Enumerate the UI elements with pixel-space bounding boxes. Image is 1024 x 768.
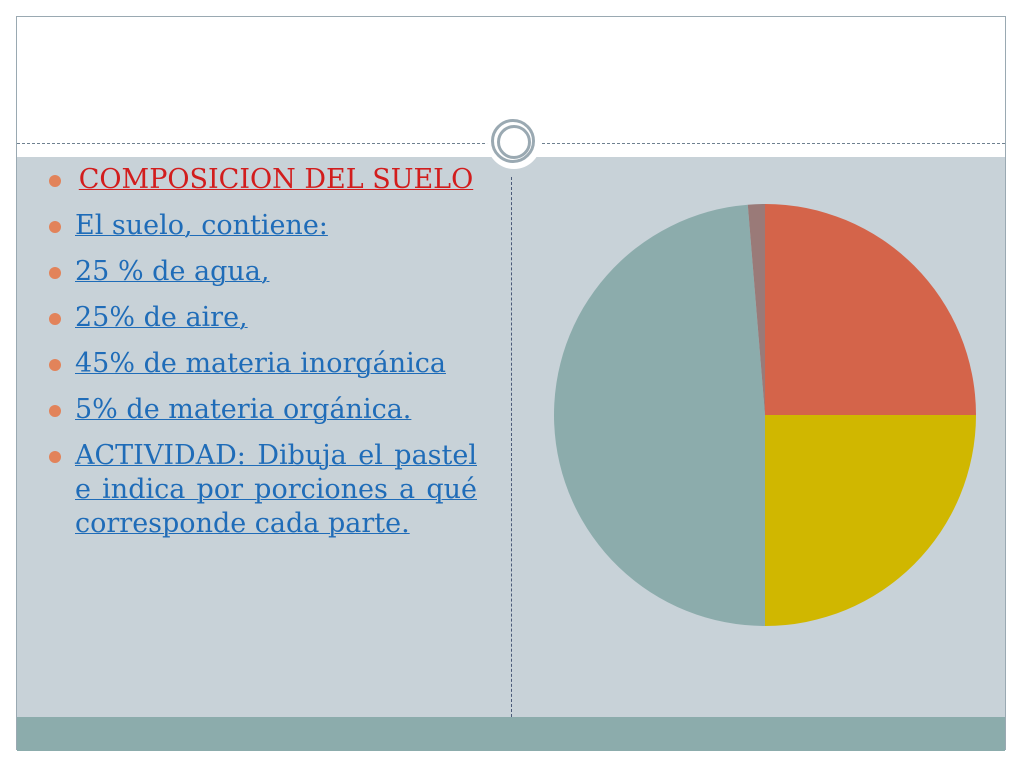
bullet-link[interactable]: 25 % de agua, xyxy=(75,256,270,287)
list-item: 45% de materia inorgánica xyxy=(47,347,477,381)
pie-slice-3 xyxy=(553,204,765,626)
list-item: ACTIVIDAD: Dibuja el pastel e indica por… xyxy=(47,439,477,541)
decorative-ring-icon xyxy=(487,115,541,169)
pie-slice-2 xyxy=(765,415,976,626)
bullet-icon xyxy=(49,313,61,325)
bullet-icon xyxy=(49,267,61,279)
slide-title-link[interactable]: COMPOSICION DEL SUELO xyxy=(78,164,474,195)
bullet-link[interactable]: ACTIVIDAD: Dibuja el pastel e indica por… xyxy=(75,440,477,539)
bullet-icon xyxy=(49,405,61,417)
bullet-icon xyxy=(49,221,61,233)
column-divider xyxy=(511,177,512,717)
chart-area xyxy=(537,187,1007,667)
list-item: COMPOSICION DEL SUELO xyxy=(47,163,477,197)
bullet-icon xyxy=(49,451,61,463)
list-item: 25 % de agua, xyxy=(47,255,477,289)
slide: COMPOSICION DEL SUELO El suelo, contiene… xyxy=(16,16,1007,751)
bullet-link[interactable]: 25% de aire, xyxy=(75,302,248,333)
list-item: El suelo, contiene: xyxy=(47,209,477,243)
pie-slice-1 xyxy=(765,204,976,415)
pie-slice-4 xyxy=(747,204,765,415)
bullet-link[interactable]: El suelo, contiene: xyxy=(75,210,328,241)
list-item: 25% de aire, xyxy=(47,301,477,335)
pie-chart xyxy=(553,204,976,626)
bullet-link[interactable]: 5% de materia orgánica. xyxy=(75,394,412,425)
footer-band xyxy=(17,717,1005,751)
bullet-icon xyxy=(49,175,61,187)
list-item: 5% de materia orgánica. xyxy=(47,393,477,427)
bullet-link[interactable]: 45% de materia inorgánica xyxy=(75,348,446,379)
bullet-list: COMPOSICION DEL SUELO El suelo, contiene… xyxy=(47,163,477,541)
text-column: COMPOSICION DEL SUELO El suelo, contiene… xyxy=(47,163,477,553)
bullet-icon xyxy=(49,359,61,371)
